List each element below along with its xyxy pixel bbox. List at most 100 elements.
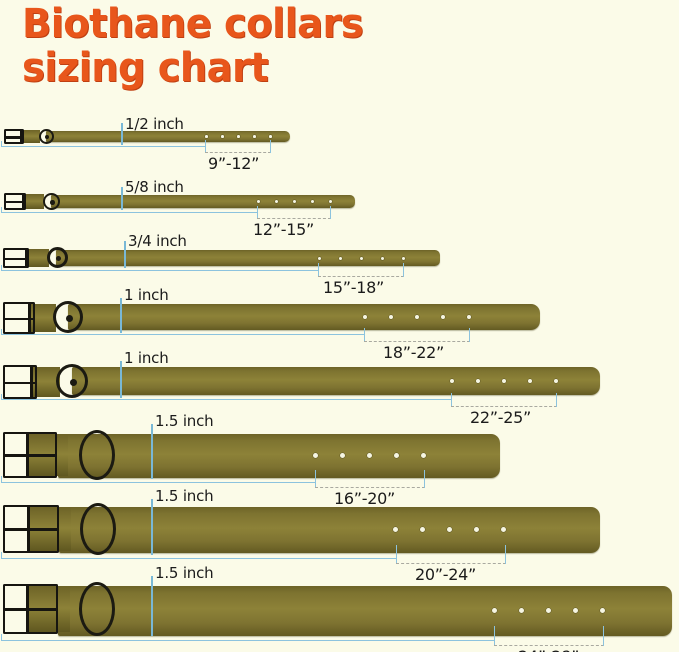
adjust-hole xyxy=(476,378,480,383)
adjust-hole xyxy=(313,453,318,458)
adjust-hole xyxy=(519,608,524,613)
width-label: 1.5 inch xyxy=(155,564,214,582)
range-tick-start xyxy=(494,626,496,646)
buckle-icon xyxy=(3,505,59,553)
buckle-midbar xyxy=(6,201,24,204)
width-tick xyxy=(151,424,154,479)
range-dashed-line xyxy=(494,645,604,646)
range-tick-end xyxy=(469,328,471,342)
measure-baseline xyxy=(1,212,257,214)
adjust-hole xyxy=(447,527,452,532)
measure-baseline-cap xyxy=(1,265,3,271)
collar-strap xyxy=(68,304,540,330)
adjust-hole xyxy=(381,256,385,260)
range-tick-start xyxy=(364,328,366,342)
buckle-icon xyxy=(4,129,24,144)
buckle-tongue xyxy=(22,193,25,210)
buckle-midbar xyxy=(5,454,55,457)
d-ring-icon xyxy=(39,129,54,144)
range-tick-end xyxy=(556,393,558,407)
range-label: 20”-24” xyxy=(415,565,476,584)
adjust-hole xyxy=(237,135,240,138)
buckle-midbar xyxy=(5,528,57,531)
range-label: 24”-28” xyxy=(518,647,579,652)
adjust-hole xyxy=(492,608,497,613)
range-dashed-line xyxy=(205,152,271,153)
width-tick xyxy=(120,361,123,398)
adjust-hole xyxy=(253,135,256,138)
d-ring-icon xyxy=(56,364,88,398)
collar-strap xyxy=(72,367,600,395)
measure-baseline xyxy=(1,334,364,336)
adjust-hole xyxy=(367,453,372,458)
width-label: 1/2 inch xyxy=(125,115,184,133)
buckle-midbar xyxy=(5,381,35,385)
buckle-strap xyxy=(27,249,49,267)
adjust-hole xyxy=(402,256,406,260)
d-ring-pin xyxy=(50,200,55,205)
adjust-hole xyxy=(501,527,506,532)
d-ring-icon xyxy=(79,582,115,636)
measure-baseline xyxy=(1,640,494,642)
width-label: 5/8 inch xyxy=(125,178,184,196)
measure-baseline-cap xyxy=(1,394,3,400)
adjust-hole xyxy=(340,453,345,458)
measure-baseline-cap xyxy=(1,207,3,213)
adjust-hole xyxy=(415,314,419,319)
adjust-hole xyxy=(311,200,314,203)
buckle-tongue xyxy=(28,302,31,334)
buckle-strap xyxy=(24,194,44,209)
measure-baseline-cap xyxy=(1,476,3,483)
buckle-tongue xyxy=(26,584,29,634)
buckle-midbar xyxy=(6,136,22,139)
range-tick-end xyxy=(330,206,332,219)
range-label: 22”-25” xyxy=(470,408,531,427)
d-ring-icon xyxy=(80,503,116,555)
range-tick-end xyxy=(403,263,405,277)
range-tick-end xyxy=(424,470,426,488)
buckle-tongue xyxy=(20,129,23,144)
d-ring-pin xyxy=(66,315,73,322)
adjust-hole xyxy=(502,378,506,383)
range-tick-end xyxy=(603,626,605,646)
width-tick xyxy=(151,576,154,636)
adjust-hole xyxy=(474,527,479,532)
measure-baseline xyxy=(1,558,396,560)
d-ring-icon xyxy=(53,301,83,333)
adjust-hole xyxy=(205,135,208,138)
collar-strap xyxy=(56,250,440,266)
width-tick xyxy=(121,123,124,145)
buckle-icon xyxy=(3,365,37,399)
adjust-hole xyxy=(467,314,471,319)
adjust-hole xyxy=(554,378,558,383)
measure-baseline xyxy=(1,482,315,484)
range-tick-start xyxy=(205,140,207,153)
range-tick-start xyxy=(318,263,320,277)
adjust-hole xyxy=(389,314,393,319)
measure-baseline xyxy=(1,146,205,148)
d-ring-icon xyxy=(47,247,68,268)
adjust-hole xyxy=(257,200,260,203)
width-label: 1.5 inch xyxy=(155,412,214,430)
range-label: 18”-22” xyxy=(383,343,444,362)
range-tick-start xyxy=(315,470,317,488)
range-label: 9”-12” xyxy=(208,154,260,173)
buckle-icon xyxy=(4,193,26,210)
buckle-tongue xyxy=(26,432,29,478)
width-label: 3/4 inch xyxy=(128,232,187,250)
adjust-hole xyxy=(360,256,364,260)
range-tick-start xyxy=(396,545,398,564)
adjust-hole xyxy=(420,527,425,532)
width-label: 1 inch xyxy=(124,286,169,304)
measure-baseline-cap xyxy=(1,634,3,641)
buckle-icon xyxy=(3,248,29,268)
d-ring-pin xyxy=(70,379,77,386)
adjust-hole xyxy=(394,453,399,458)
range-tick-end xyxy=(505,545,507,564)
adjust-hole xyxy=(393,527,398,532)
width-label: 1 inch xyxy=(124,349,169,367)
page-title: Biothane collars sizing chart xyxy=(22,1,364,91)
range-dashed-line xyxy=(364,341,470,342)
buckle-midbar xyxy=(5,608,56,611)
